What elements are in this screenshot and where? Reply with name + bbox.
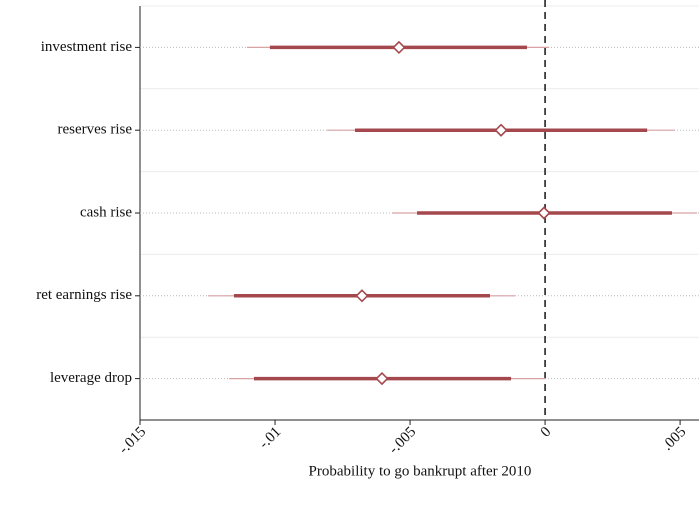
y-tick-label: ret earnings rise bbox=[36, 287, 132, 303]
x-tick-label: .005 bbox=[659, 424, 689, 454]
point-estimate bbox=[375, 371, 389, 386]
point-estimate bbox=[355, 289, 369, 303]
y-tick-label: reserves rise bbox=[57, 122, 132, 138]
x-tick-label: -.01 bbox=[256, 424, 284, 452]
x-axis-label: Probability to go bankrupt after 2010 bbox=[309, 463, 532, 479]
point-estimate bbox=[537, 206, 551, 220]
point-estimate bbox=[494, 123, 508, 137]
y-tick-label: leverage drop bbox=[50, 370, 132, 386]
y-tick-label: investment rise bbox=[41, 39, 133, 55]
x-tick-label: -.015 bbox=[116, 424, 149, 457]
x-tick-label: 0 bbox=[538, 424, 555, 441]
x-tick-label: -.005 bbox=[386, 424, 419, 457]
y-tick-label: cash rise bbox=[80, 204, 132, 220]
point-estimate bbox=[392, 40, 406, 55]
